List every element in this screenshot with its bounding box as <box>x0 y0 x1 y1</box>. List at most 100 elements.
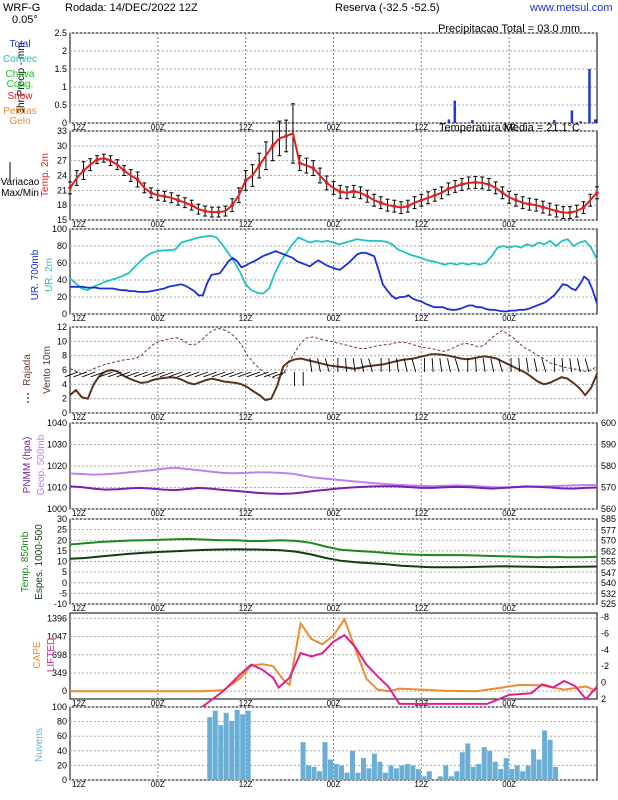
wind-arrow <box>518 358 521 373</box>
temp-point <box>122 168 126 173</box>
temp-ytick: 33 <box>57 126 67 136</box>
temp-ytick: 21 <box>57 185 67 195</box>
precip-ytick: 0.5 <box>54 100 67 110</box>
cape-time-tick: 00Z <box>151 699 165 708</box>
site-link[interactable]: www.metsul.com <box>530 2 613 14</box>
wind-arrow <box>345 358 347 373</box>
temp-time-tick: 12Z <box>239 220 253 229</box>
wind-ytick: 10 <box>57 336 67 346</box>
clouds-ytick: 20 <box>57 760 67 770</box>
clouds-ylabel: Nuvens <box>34 728 45 762</box>
t850-time-tick: 12Z <box>414 604 428 613</box>
clouds-ytick: 100 <box>52 702 67 712</box>
temp-point <box>216 210 221 214</box>
location-label: Reserva (-32.5 -52.5) <box>335 2 440 14</box>
temp-mean: Temperatura Media = 21.1°C <box>439 122 580 134</box>
cloud-bar <box>399 765 405 780</box>
pressure-time-tick: 00Z <box>151 509 165 518</box>
temp-point <box>446 187 451 191</box>
cloud-bar <box>531 749 537 780</box>
cloud-bar <box>360 758 366 780</box>
wind-arrow <box>220 371 235 378</box>
wind-arrow <box>360 358 365 373</box>
clouds-ytick: 40 <box>57 746 67 756</box>
cloud-bar <box>338 765 344 780</box>
t850-ytick: -10 <box>54 599 67 609</box>
cloud-bar <box>306 765 312 780</box>
chart-header: WRF-G 0.05° Rodada: 14/DEC/2022 12Z Rese… <box>0 0 618 28</box>
temp-series <box>69 132 598 214</box>
cape-time-tick: 12Z <box>239 699 253 708</box>
wind-arrow <box>324 358 330 373</box>
pressure-ytick: 1020 <box>47 461 67 471</box>
temp-side-label: Variacao <box>1 177 40 188</box>
wind-arrow <box>411 358 417 373</box>
pressure-ytick: 1000 <box>47 504 67 514</box>
precip-time-tick: 12Z <box>239 123 253 132</box>
wind-arrow <box>255 371 269 378</box>
temp-point <box>568 210 572 215</box>
temp-ytick: 30 <box>57 141 67 151</box>
temp-point <box>230 203 234 207</box>
cloud-bar <box>240 714 246 780</box>
t850-ytick-r: 562 <box>601 547 616 557</box>
wind-arrow <box>482 358 486 373</box>
temp-point <box>595 191 599 195</box>
wind-ylabel-10m: Vento 10m <box>42 346 53 394</box>
wind-time-tick: 12Z <box>414 413 428 422</box>
wind-ytick: 6 <box>62 365 67 375</box>
wind-arrow <box>309 358 313 373</box>
precip-legend-item: Pelotas <box>3 106 36 117</box>
temp-point <box>311 166 316 170</box>
t850-ytick-r: 555 <box>601 557 616 567</box>
temp-time-tick: 00Z <box>327 220 341 229</box>
temp-point <box>203 209 207 213</box>
temp-point <box>351 189 356 194</box>
ur-700-series <box>70 250 598 313</box>
lifted-ylabel: LIFTED <box>46 638 57 672</box>
pressure-frame <box>69 422 598 510</box>
pressure-time-tick: 00Z <box>502 509 516 518</box>
wind-arrow <box>73 371 87 378</box>
wind-arrow <box>388 358 391 373</box>
wind-arrow <box>263 371 278 378</box>
precip-total: Precipitacao Total = 03.0 mm <box>438 23 580 35</box>
wind-ytick: 8 <box>62 351 67 361</box>
wind-arrow <box>64 371 79 378</box>
temp-point <box>162 194 167 199</box>
precip-legend-item: Snow <box>7 91 33 102</box>
temp-point <box>406 204 410 208</box>
cloud-bar <box>404 763 410 780</box>
temp-ytick: 24 <box>57 171 67 181</box>
pressure-time-tick: 12Z <box>414 509 428 518</box>
temp-point <box>419 198 424 203</box>
cloud-bar <box>207 717 213 780</box>
precip-legend-item: Cong. <box>7 79 34 90</box>
pressure-time-tick: 12Z <box>239 509 253 518</box>
wind-arrow <box>168 371 183 378</box>
temp-point <box>473 180 478 185</box>
espes-series <box>69 548 598 569</box>
wind-arrow <box>116 371 131 378</box>
ur-ylabel-2m: UR. 2m <box>44 258 55 292</box>
precip-legend-item: Chuva <box>6 69 35 80</box>
cloud-bar <box>212 710 218 780</box>
wind-arrow <box>142 371 157 378</box>
t850-ytick: 25 <box>57 525 67 535</box>
temp-point <box>189 203 194 207</box>
wind-arrow <box>317 358 321 373</box>
pressure-ytick-r: 570 <box>601 483 616 493</box>
cloud-bar <box>476 763 482 780</box>
temp-point <box>243 178 248 183</box>
cape-ylabel: CAPE <box>32 641 43 669</box>
t850-ytick: 20 <box>57 535 67 545</box>
wind-arrow <box>525 358 529 373</box>
ur-2m-series <box>69 234 598 295</box>
temp-point <box>338 190 343 194</box>
cloud-bar <box>503 758 509 780</box>
precip-bar <box>397 122 401 123</box>
cape-ytick: 0 <box>62 686 67 696</box>
temp-time-tick: 00Z <box>502 220 516 229</box>
cape-ytick: 1396 <box>47 613 67 623</box>
cloud-bar <box>443 765 449 780</box>
